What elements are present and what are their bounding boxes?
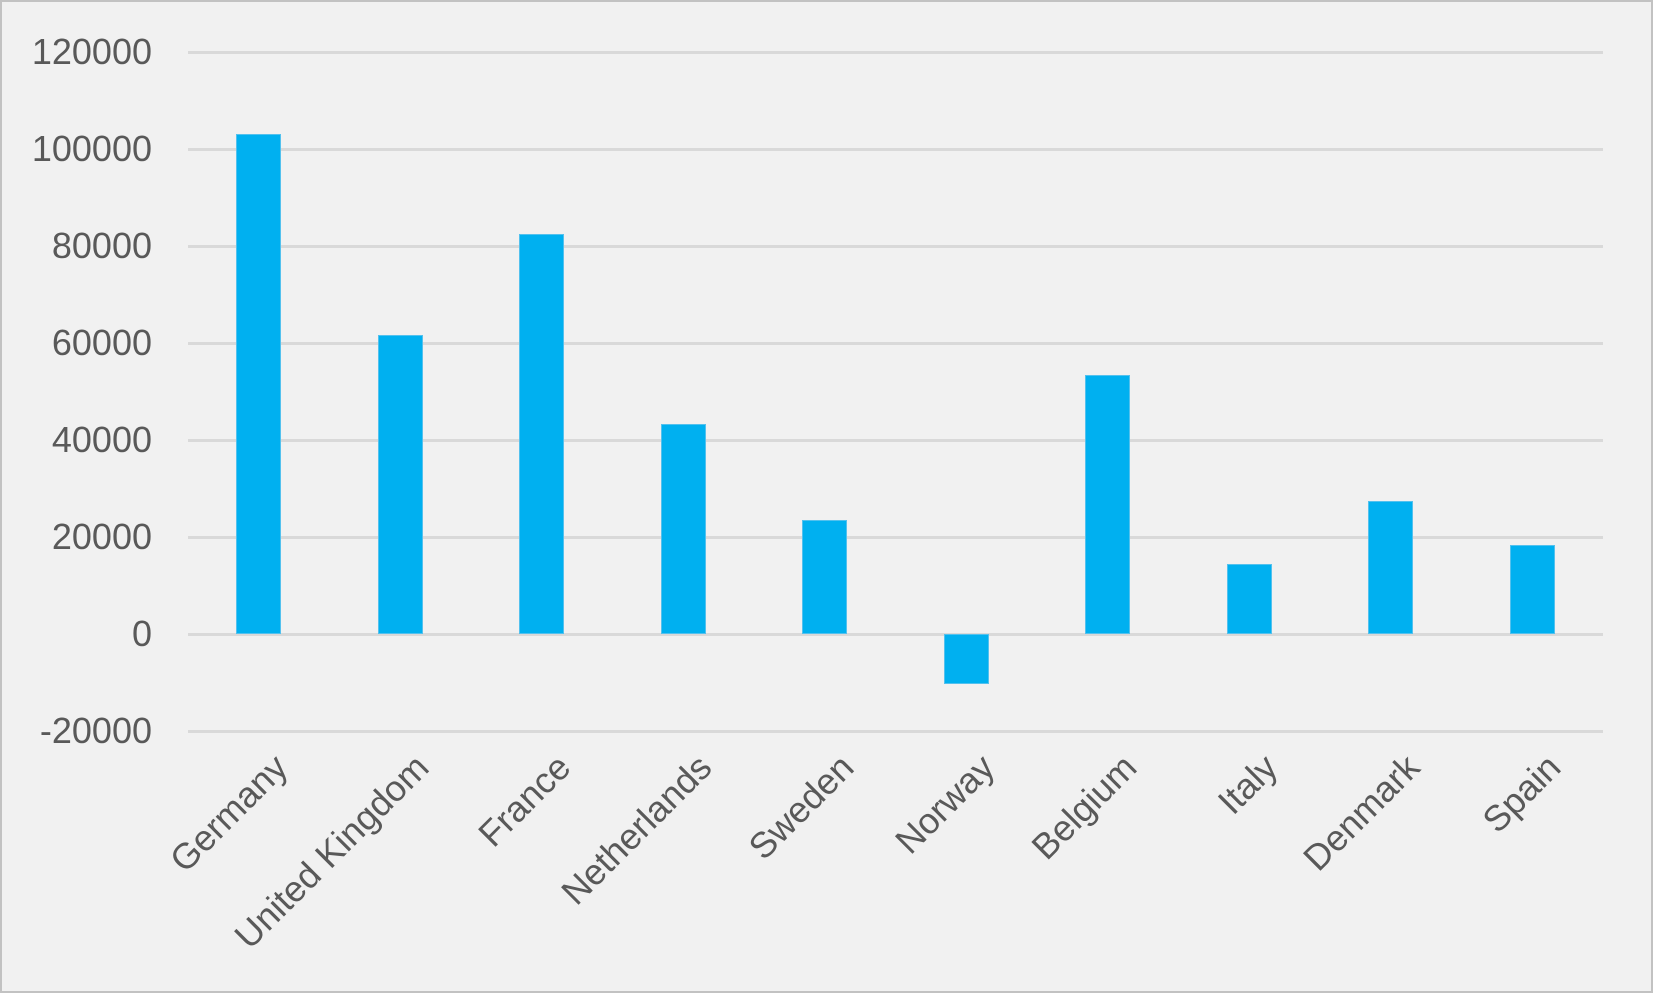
y-axis-tick-label: 80000 xyxy=(51,225,152,266)
x-axis-category-label: Belgium xyxy=(1023,746,1145,868)
y-axis-tick-label: 40000 xyxy=(51,419,152,460)
bar-germany xyxy=(236,134,282,634)
bar-spain xyxy=(1509,544,1555,634)
y-axis-tick-label: 20000 xyxy=(51,516,152,557)
gridline xyxy=(188,245,1603,248)
x-axis-category-label: Norway xyxy=(887,746,1003,862)
gridline xyxy=(188,148,1603,151)
x-axis-category-label: Sweden xyxy=(740,746,862,868)
bar-norway xyxy=(943,634,989,684)
gridline xyxy=(188,342,1603,345)
y-axis-tick-label: 100000 xyxy=(31,128,152,169)
y-axis-tick-label: -20000 xyxy=(39,710,152,751)
bar-sweden xyxy=(802,520,848,634)
x-axis-category-label: Netherlands xyxy=(553,746,720,913)
bar-italy xyxy=(1226,563,1272,634)
gridline xyxy=(188,536,1603,539)
gridline xyxy=(188,730,1603,733)
plot-area xyxy=(188,51,1603,733)
bar-belgium xyxy=(1085,374,1131,634)
x-axis-category-label: Germany xyxy=(161,746,296,880)
x-axis-category-label: Spain xyxy=(1474,746,1569,841)
y-axis-tick-label: 120000 xyxy=(31,31,152,72)
bar-france xyxy=(519,234,565,634)
x-axis-category-label: Italy xyxy=(1209,746,1286,822)
gridline xyxy=(188,51,1603,54)
y-axis-tick-label: 60000 xyxy=(51,322,152,363)
bar-united-kingdom xyxy=(377,335,423,634)
y-axis-tick-label: 0 xyxy=(131,613,152,654)
gridline xyxy=(188,439,1603,442)
gridline xyxy=(188,633,1603,636)
bar-denmark xyxy=(1368,501,1414,634)
bar-netherlands xyxy=(660,424,706,634)
x-axis-category-label: Denmark xyxy=(1294,746,1428,879)
x-axis-category-label: France xyxy=(469,746,579,855)
